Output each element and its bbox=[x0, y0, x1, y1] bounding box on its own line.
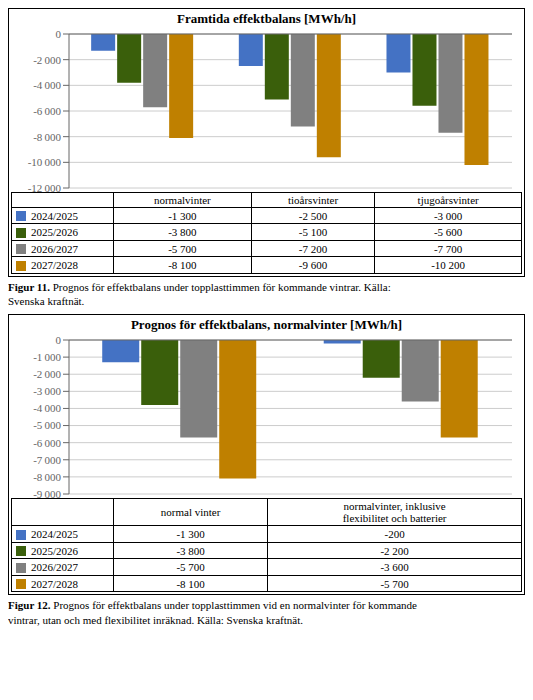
html-text:-3 600: -3 600 bbox=[380, 561, 409, 574]
html-text:-8 100: -8 100 bbox=[168, 259, 197, 272]
html-text:-1 300: -1 300 bbox=[168, 209, 197, 222]
svg-text:-1 000: -1 000 bbox=[33, 351, 61, 363]
html-text:Figur 11. Prognos för effektba: Figur 11. Prognos för effektbalans under… bbox=[8, 280, 391, 308]
html-text:-200: -200 bbox=[384, 528, 405, 541]
html-text:-1 300: -1 300 bbox=[176, 528, 205, 541]
html-text:Figur 12. Prognos för effektba: Figur 12. Prognos för effektbalans under… bbox=[8, 599, 417, 626]
html-text:-2 200: -2 200 bbox=[380, 544, 409, 557]
html-text:normalvinter: normalvinter bbox=[153, 194, 211, 206]
html-text:-5 700: -5 700 bbox=[168, 242, 197, 255]
html-text:-7 200: -7 200 bbox=[298, 242, 328, 255]
html-text:2026/2027: 2026/2027 bbox=[31, 243, 79, 256]
html-text:Prognos för effektbalans, norm: Prognos för effektbalans, normalvinter [… bbox=[130, 317, 403, 333]
html-text:-2 500: -2 500 bbox=[298, 209, 328, 222]
html-text:-3 000: -3 000 bbox=[434, 209, 463, 222]
svg-text:-8 000: -8 000 bbox=[33, 471, 61, 483]
svg-text:-10 000: -10 000 bbox=[28, 156, 62, 168]
html-text:-5 600: -5 600 bbox=[434, 226, 463, 239]
svg-text:-5 000: -5 000 bbox=[33, 420, 61, 432]
html-text:-9 600: -9 600 bbox=[298, 259, 328, 272]
svg-text:-2 000: -2 000 bbox=[33, 369, 61, 381]
html-text:2025/2026: 2025/2026 bbox=[31, 545, 79, 558]
svg-text:-2 000: -2 000 bbox=[33, 54, 61, 66]
html-text:-3 800: -3 800 bbox=[168, 226, 197, 239]
html-text:2025/2026: 2025/2026 bbox=[31, 226, 79, 239]
svg-text:-7 000: -7 000 bbox=[33, 454, 61, 466]
html-text:-5 100: -5 100 bbox=[298, 226, 328, 239]
svg-text:-8 000: -8 000 bbox=[33, 131, 61, 143]
html-text:2024/2025: 2024/2025 bbox=[31, 210, 79, 223]
svg-text:0: 0 bbox=[56, 334, 62, 346]
html-text:2024/2025: 2024/2025 bbox=[31, 528, 79, 541]
svg-text:-4 000: -4 000 bbox=[33, 79, 61, 91]
html-text:tjugoårsvinter: tjugoårsvinter bbox=[417, 194, 479, 206]
html-text:-3 800: -3 800 bbox=[176, 544, 205, 557]
html-text:-8 100: -8 100 bbox=[176, 577, 205, 590]
svg-text:-12 000: -12 000 bbox=[28, 182, 62, 192]
html-text:-5 700: -5 700 bbox=[176, 561, 205, 574]
svg-text:0: 0 bbox=[56, 28, 62, 40]
svg-text:-4 000: -4 000 bbox=[33, 403, 61, 415]
html-text:2026/2027: 2026/2027 bbox=[31, 561, 79, 574]
svg-text:-6 000: -6 000 bbox=[33, 437, 61, 449]
html-text:-5 700: -5 700 bbox=[380, 577, 409, 590]
html-text:Framtida effektbalans [MWh/h]: Framtida effektbalans [MWh/h] bbox=[176, 11, 356, 26]
svg-text:-9 000: -9 000 bbox=[33, 488, 61, 498]
html-text:normalvinter, inklusive flexib: normalvinter, inklusive flexibilitet och… bbox=[342, 500, 447, 525]
html-text:-10 200: -10 200 bbox=[431, 259, 466, 272]
html-text:2027/2028: 2027/2028 bbox=[31, 578, 79, 591]
html-text:2027/2028: 2027/2028 bbox=[31, 259, 79, 272]
html-text:tioårsvinter: tioårsvinter bbox=[288, 194, 339, 206]
svg-text:-3 000: -3 000 bbox=[33, 386, 61, 398]
html-text:normal vinter: normal vinter bbox=[160, 506, 221, 519]
html-text:-7 700: -7 700 bbox=[434, 242, 463, 255]
svg-text:-6 000: -6 000 bbox=[33, 105, 61, 117]
